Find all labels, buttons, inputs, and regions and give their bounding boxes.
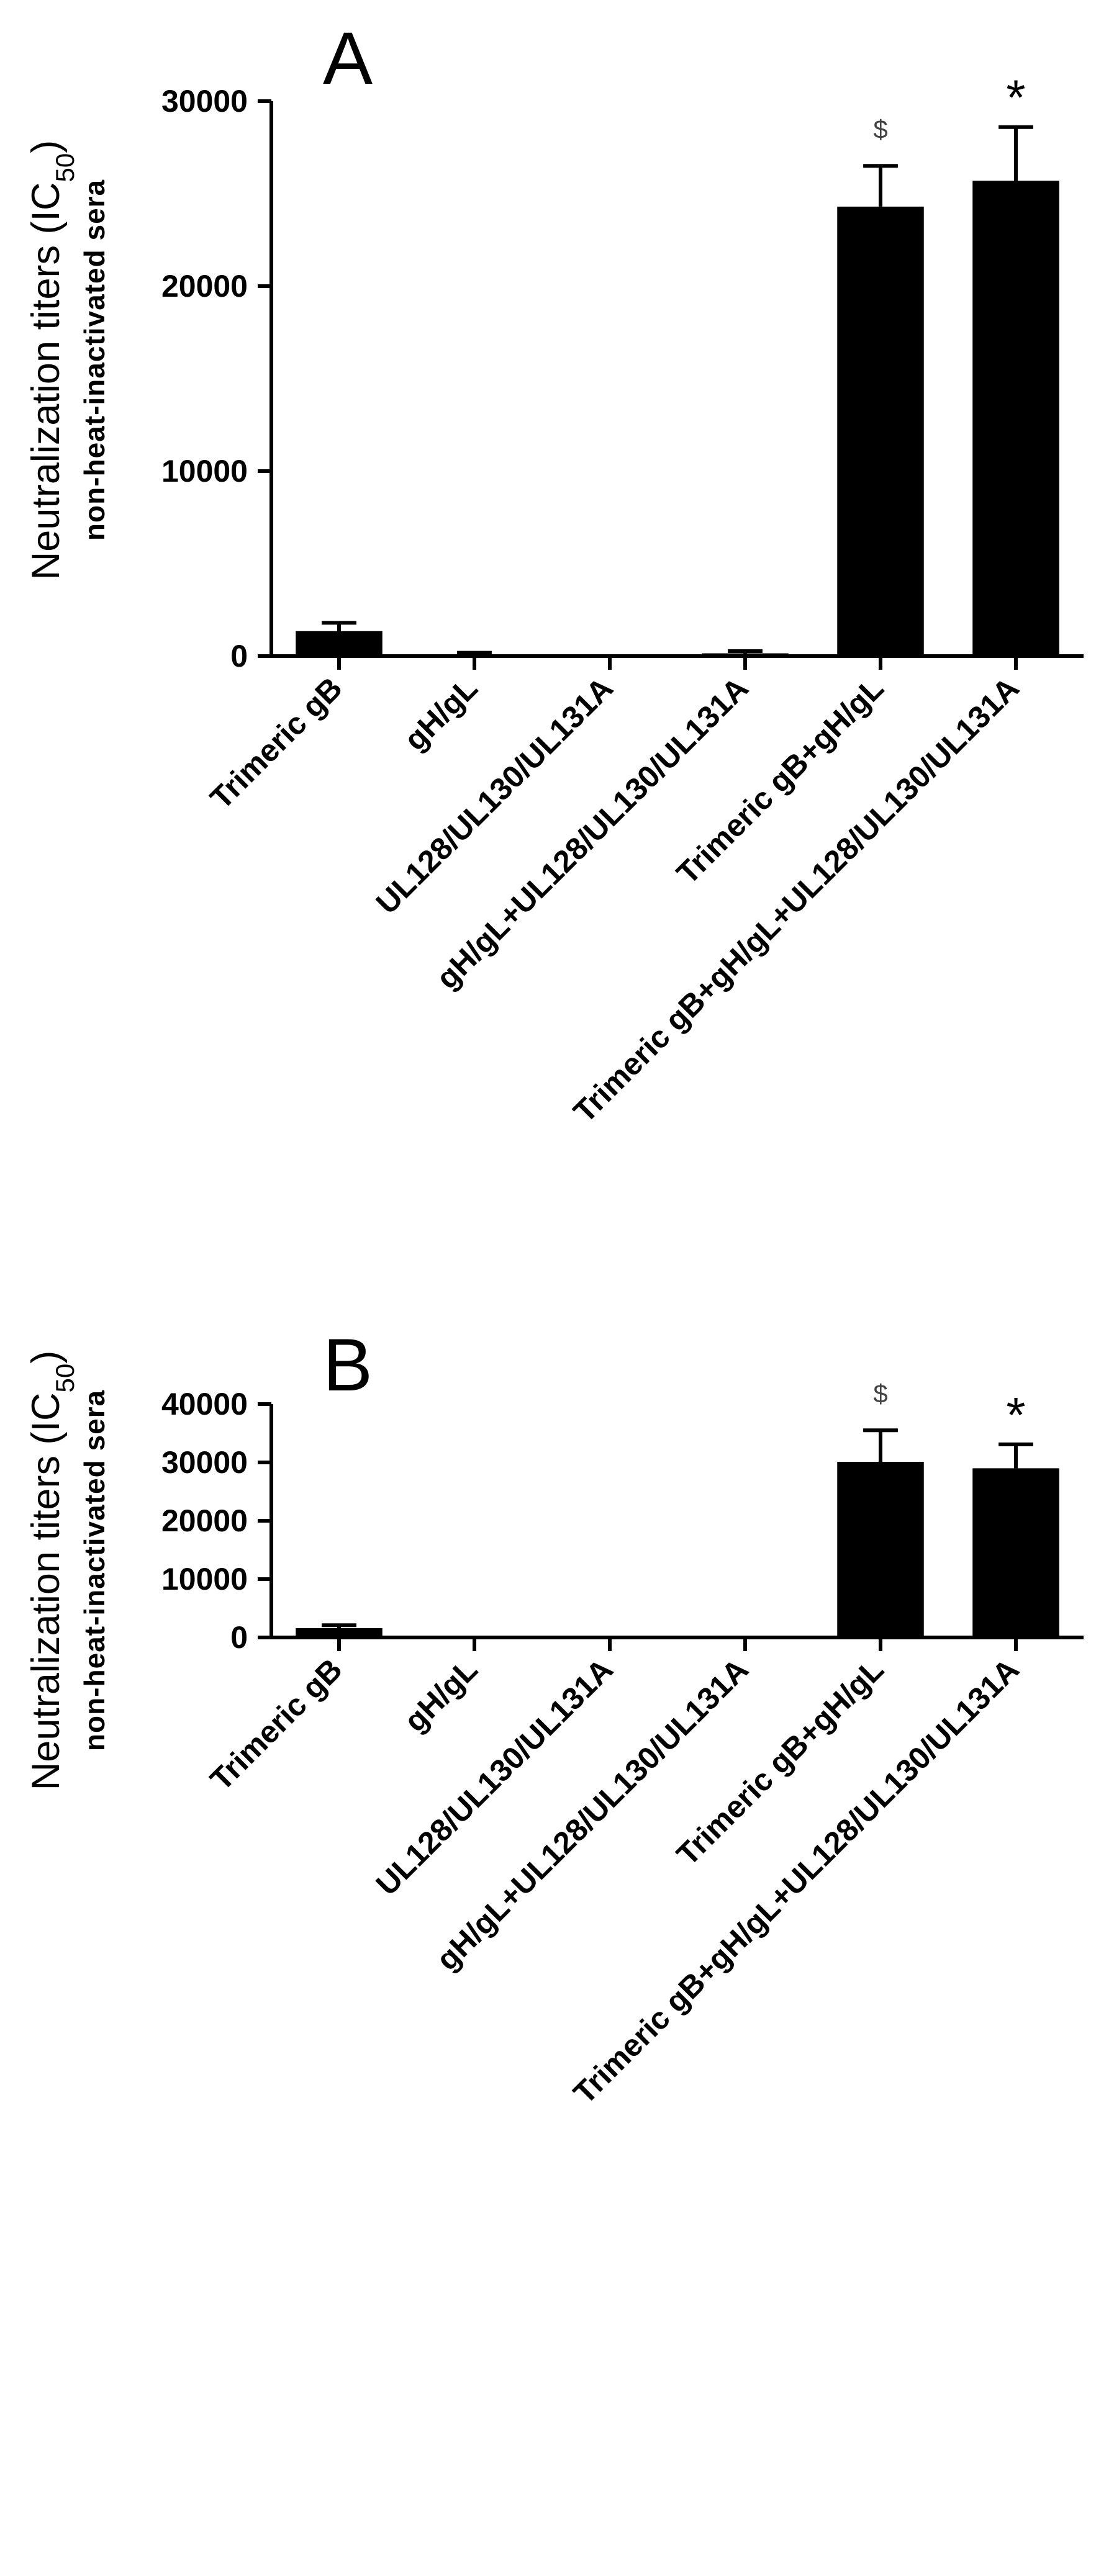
y-axis-label-main: Neutralization titers (IC	[24, 182, 68, 580]
y-tick-label: 30000	[161, 84, 248, 119]
axes	[269, 101, 1084, 658]
bar	[972, 1468, 1059, 1637]
y-axis-label-close: )	[24, 1351, 68, 1364]
y-tick-label: 20000	[161, 1503, 248, 1538]
panel-label: A	[323, 17, 373, 100]
y-axis-label: Neutralization titers (IC50)	[24, 1351, 79, 1790]
bars	[296, 181, 1059, 656]
y-axis-subtitle: non-heat-inactivated sera	[78, 179, 111, 541]
annotations: $*	[873, 1379, 1025, 1443]
significance-marker: *	[1006, 70, 1025, 125]
bar	[702, 653, 789, 656]
x-tick-label: gH/gL	[397, 670, 484, 757]
bar	[296, 1628, 383, 1637]
bar	[296, 631, 383, 656]
bar	[972, 181, 1059, 656]
error-bars	[322, 125, 1033, 655]
bar	[431, 654, 518, 656]
significance-marker: *	[1006, 1387, 1025, 1443]
y-axis-subtitle-group: non-heat-inactivated sera	[78, 179, 111, 541]
x-tick-label: UL128/UL130/UL131A	[369, 1652, 620, 1902]
bar	[837, 206, 924, 656]
panel-label: B	[323, 1323, 373, 1407]
y-axis-label-main: Neutralization titers (IC	[24, 1392, 68, 1790]
annotations: $*	[873, 70, 1025, 144]
x-ticks: Trimeric gB gH/gLUL128/UL130/UL131AgH/gL+…	[204, 656, 1026, 1129]
x-ticks: Trimeric gB gH/gLUL128/UL130/UL131AgH/gL+…	[204, 1637, 1026, 2110]
y-axis-subtitle: non-heat-inactivated sera	[78, 1390, 111, 1751]
significance-marker: $	[873, 1379, 887, 1408]
y-axis-title: Neutralization titers (IC50)	[24, 140, 79, 580]
y-tick-label: 30000	[161, 1445, 248, 1480]
significance-marker: $	[873, 114, 887, 143]
y-axis-label: Neutralization titers (IC50)	[24, 140, 79, 580]
bars	[296, 1462, 1059, 1637]
axes	[269, 1404, 1084, 1639]
y-axis-label-subscript: 50	[50, 1364, 79, 1393]
panel-b: B Neutralization titers (IC50) non-heat-…	[24, 1323, 1084, 2110]
y-axis-label-subscript: 50	[50, 153, 79, 182]
x-tick-label: UL128/UL130/UL131A	[369, 670, 620, 921]
x-tick-label: gH/gL	[397, 1652, 484, 1739]
y-tick-label: 10000	[161, 454, 248, 489]
x-tick-label: Trimeric gB	[204, 670, 349, 816]
y-tick-label: 10000	[161, 1562, 248, 1596]
y-tick-label: 20000	[161, 269, 248, 304]
error-bars	[322, 1428, 1033, 1628]
y-tick-label: 0	[230, 639, 248, 673]
y-tick-label: 0	[230, 1620, 248, 1655]
y-axis-subtitle-group: non-heat-inactivated sera	[78, 1390, 111, 1751]
bar	[566, 655, 653, 656]
y-ticks: 0 10000 20000 30000 40000	[161, 1387, 271, 1655]
y-tick-label: 40000	[161, 1387, 248, 1421]
y-axis-label-close: )	[24, 140, 68, 153]
bar	[837, 1462, 924, 1637]
panel-a: A Neutralization titers (IC50) non-heat-…	[24, 17, 1084, 1129]
y-ticks: 0 10000 20000 30000	[161, 84, 271, 673]
y-axis-title: Neutralization titers (IC50)	[24, 1351, 79, 1790]
x-tick-label: Trimeric gB	[204, 1652, 349, 1797]
